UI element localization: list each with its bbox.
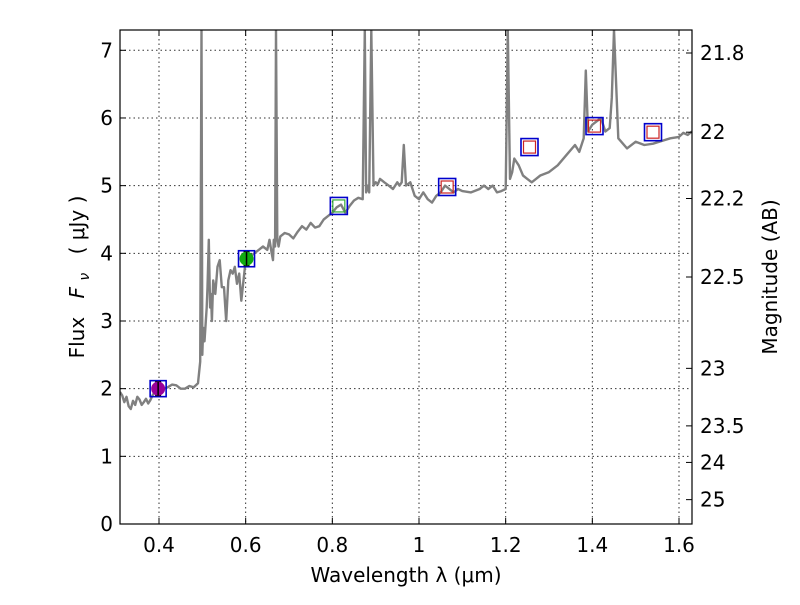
- y2-tick-label: 22.2: [700, 187, 745, 211]
- y-axis-title-symbol: F: [65, 286, 89, 298]
- x-tick-label: 1.4: [576, 533, 608, 557]
- model-box: [237, 249, 256, 268]
- plot-background: [120, 30, 692, 524]
- y2-tick-label: 24: [700, 450, 725, 474]
- y2-tick-label: 23: [700, 356, 725, 380]
- y2-tick-label: 23.5: [700, 414, 745, 438]
- x-tick-label: 1.6: [663, 533, 695, 557]
- y-tick-label: 4: [100, 241, 113, 265]
- y-tick-label: 2: [100, 377, 113, 401]
- inner-square-marker: [646, 125, 660, 139]
- model-box: [149, 379, 167, 398]
- x-tick-label: 0.6: [230, 533, 262, 557]
- y-tick-label: 6: [100, 106, 113, 130]
- y-axis-title: Flux F ν ( μJy ): [65, 196, 94, 359]
- y-tick-label: 1: [100, 444, 113, 468]
- x-tick-label: 1.2: [490, 533, 522, 557]
- y2-tick-label: 22: [700, 120, 725, 144]
- x-axis-title: Wavelength λ (μm): [310, 563, 501, 587]
- marker-layer: [149, 116, 663, 398]
- model-box: [643, 122, 663, 142]
- inner-square-marker: [522, 140, 537, 154]
- inner-square-marker: [332, 199, 346, 213]
- y2-tick-label: 21.8: [700, 41, 745, 65]
- y2-tick-label: 22.5: [700, 265, 745, 289]
- model-box: [329, 196, 349, 216]
- y-tick-label: 0: [100, 512, 113, 536]
- x-tick-label: 1: [413, 533, 426, 557]
- y-tick-label: 3: [100, 309, 113, 333]
- y-tick-label: 7: [100, 38, 113, 62]
- inner-square-marker: [587, 119, 602, 133]
- y-tick-label: 5: [100, 174, 113, 198]
- y2-axis-title: Magnitude (AB): [758, 199, 782, 354]
- y2-tick-label: 25: [700, 488, 725, 512]
- model-box: [520, 137, 539, 157]
- y-axis-title-subscript: ν: [77, 273, 93, 281]
- y-axis-title-flux: Flux: [65, 317, 89, 359]
- y-axis-title-units: ( μJy ): [65, 196, 89, 255]
- x-tick-label: 0.4: [143, 533, 175, 557]
- inner-square-marker: [440, 180, 454, 194]
- model-box: [437, 177, 457, 197]
- model-box: [585, 116, 604, 136]
- x-tick-label: 0.8: [316, 533, 348, 557]
